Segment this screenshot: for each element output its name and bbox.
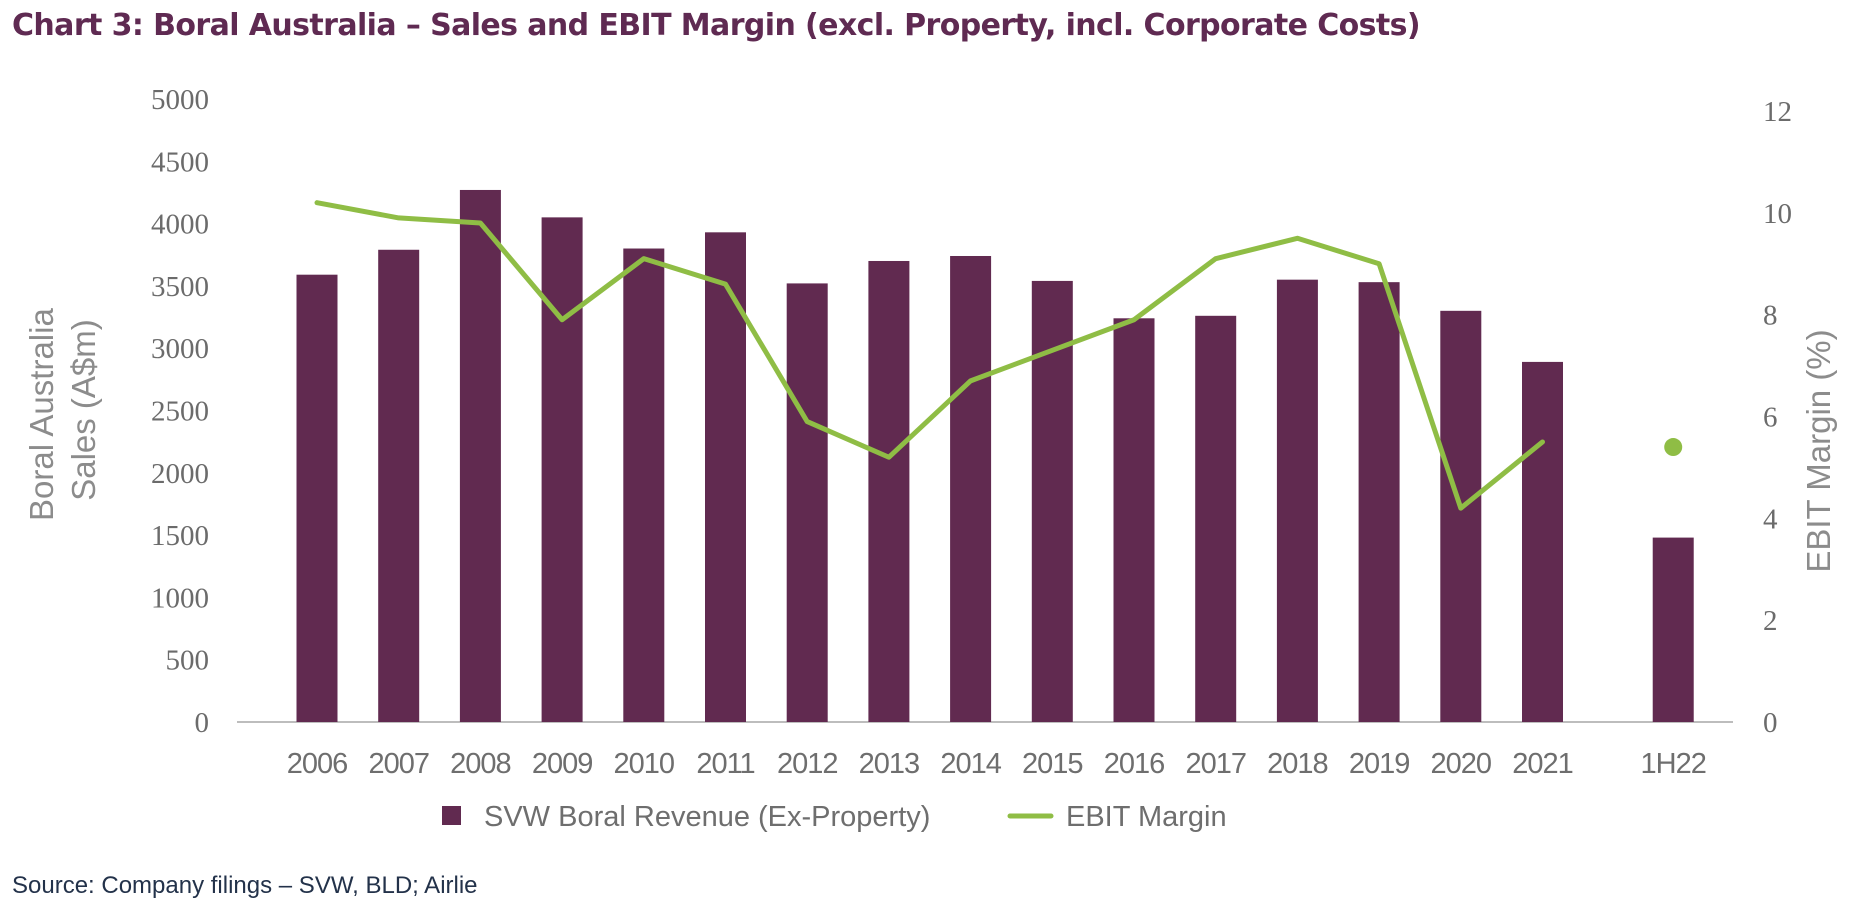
legend-bar-swatch <box>442 806 461 825</box>
right-axis-ticks: 0 2 4 6 8 10 12 <box>1763 96 1792 739</box>
legend-line-label: EBIT Margin <box>1066 801 1227 833</box>
x-tick-label: 2017 <box>1185 748 1246 780</box>
left-tick-label: 2000 <box>151 458 209 490</box>
right-tick-label: 0 <box>1763 707 1778 739</box>
left-axis-title-line1: Boral Australia <box>23 308 60 521</box>
right-tick-label: 2 <box>1763 605 1778 637</box>
bar-2009 <box>541 217 583 722</box>
bar-2021 <box>1522 361 1563 722</box>
x-tick-label: 1H22 <box>1641 748 1706 780</box>
x-tick-label: 2010 <box>614 748 675 780</box>
ebit-point-1H22 <box>1664 438 1683 457</box>
bar-1H22 <box>1652 537 1694 722</box>
line-series <box>314 200 1683 511</box>
right-tick-label: 6 <box>1763 402 1778 434</box>
chart-title: Chart 3: Boral Australia – Sales and EBI… <box>12 8 1421 43</box>
ebit-margin-line <box>314 200 1545 511</box>
x-tick-label: 2009 <box>532 748 593 780</box>
left-tick-label: 1000 <box>151 582 209 614</box>
x-tick-label: 2012 <box>777 748 838 780</box>
x-tick-label: 2021 <box>1512 748 1573 780</box>
x-tick-label: 2018 <box>1267 748 1328 780</box>
bar-2020 <box>1440 310 1482 722</box>
x-tick-label: 2015 <box>1022 748 1083 780</box>
right-tick-label: 8 <box>1763 300 1778 332</box>
left-axis-title-line2: Sales (A$m) <box>65 319 102 501</box>
x-tick-label: 2013 <box>859 748 920 780</box>
left-tick-label: 3000 <box>151 333 209 365</box>
bar-2008 <box>459 189 501 722</box>
x-tick-label: 2016 <box>1104 748 1165 780</box>
source-note: Source: Company filings – SVW, BLD; Airl… <box>12 872 478 899</box>
bar-2017 <box>1195 315 1237 722</box>
bar-2016 <box>1113 318 1155 722</box>
x-tick-label: 2007 <box>368 748 429 780</box>
right-tick-label: 10 <box>1763 198 1792 230</box>
left-tick-label: 1500 <box>151 520 209 552</box>
right-axis-title: EBIT Margin (%) <box>1800 329 1837 572</box>
left-tick-label: 4000 <box>151 209 209 241</box>
bar-2012 <box>786 283 828 722</box>
x-tick-label: 2006 <box>287 748 348 780</box>
x-axis-ticks: 2006 2007 2008 2009 2010 2011 2012 2013 2014 2015… <box>287 748 1707 780</box>
bar-2006 <box>296 274 338 722</box>
bar-2014 <box>950 255 992 722</box>
right-tick-label: 4 <box>1763 503 1778 535</box>
bar-2010 <box>623 248 665 722</box>
legend: SVW Boral Revenue (Ex-Property) EBIT Mar… <box>442 801 1227 833</box>
left-tick-label: 500 <box>166 645 210 677</box>
x-tick-label: 2011 <box>696 748 754 780</box>
left-axis-title: Boral Australia Sales (A$m) <box>23 299 102 521</box>
x-tick-label: 2014 <box>940 748 1001 780</box>
left-tick-label: 0 <box>195 707 210 739</box>
bar-series <box>296 189 1694 723</box>
left-tick-label: 3500 <box>151 271 209 303</box>
bar-2011 <box>705 232 746 722</box>
left-tick-label: 5000 <box>151 84 209 116</box>
right-tick-label: 12 <box>1763 96 1792 128</box>
left-axis-ticks: 0 500 1000 1500 2000 2500 3000 3500 4000 4500 5000 <box>151 84 209 739</box>
bar-2018 <box>1276 279 1318 722</box>
x-tick-label: 2008 <box>450 748 511 780</box>
legend-bar-label: SVW Boral Revenue (Ex-Property) <box>484 801 930 833</box>
left-tick-label: 4500 <box>151 146 209 178</box>
x-tick-label: 2020 <box>1431 748 1492 780</box>
bar-2019 <box>1358 282 1400 722</box>
bar-2007 <box>378 249 420 723</box>
bar-2013 <box>868 260 910 722</box>
x-tick-label: 2019 <box>1349 748 1410 780</box>
left-tick-label: 2500 <box>151 396 209 428</box>
